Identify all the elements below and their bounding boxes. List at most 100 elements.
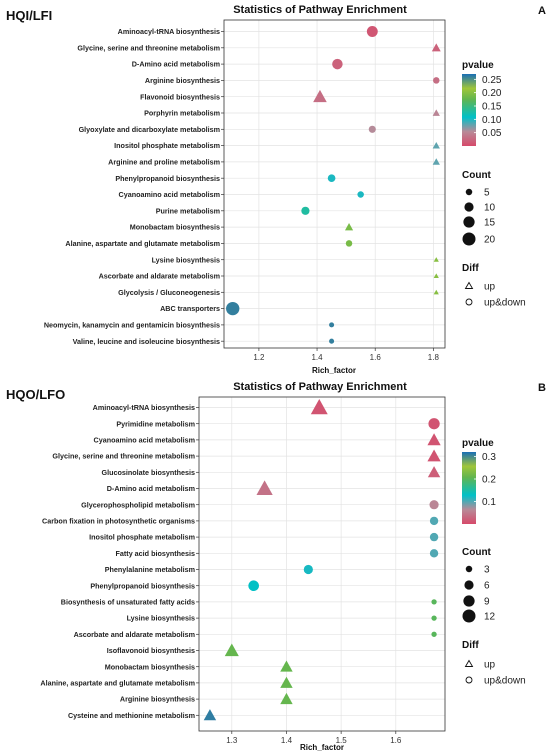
point-triangle [344,223,354,231]
legend-count-circle [464,580,474,590]
pathway-label: D-Amino acid metabolism [107,484,195,493]
legend-pvalue-tick: 0.1 [482,497,496,508]
pathway-label: Phenylpropanoid biosynthesis [115,174,220,183]
legend-count-circle [465,188,473,196]
legend-count-circle [463,595,475,607]
legend-count-label: 12 [484,612,496,623]
point-triangle [432,141,440,149]
legend-pvalue-tick: 0.3 [482,452,496,463]
legend-colorbar [462,74,476,146]
data-points [226,26,441,344]
point-triangle [313,89,327,103]
legend-pvalue-title: pvalue [462,438,494,449]
pathway-label: Lysine biosynthesis [127,614,195,623]
plot-area [199,397,445,731]
legend-circle-icon [465,298,473,306]
pathway-label: Arginine biosynthesis [145,76,220,85]
pathway-label: Glycine, serine and threonine metabolism [77,43,220,52]
pathway-label: Biosynthesis of unsaturated fatty acids [61,598,195,607]
legend-diff-label: up&down [484,676,526,687]
pathway-label: Arginine and proline metabolism [108,158,220,167]
legend-count-label: 6 [484,581,490,592]
point-triangle [427,466,441,478]
legend: pvalue 0.25 0.20 0.15 0.10 0.05 Count 5 10 15 20 Di… [462,60,526,309]
pathway-label: Arginine biosynthesis [120,695,195,704]
chart-title: Statistics of Pathway Enrichment [233,381,407,393]
pathway-label: Lysine biosynthesis [152,255,220,264]
panel-b: HQO/LFO Statistics of Pathway Enrichment… [6,381,546,752]
point-circle [366,26,378,37]
pathway-label: Inositol phosphate metabolism [114,141,220,150]
point-triangle [203,709,217,721]
x-tick-label: 1.2 [253,353,265,362]
pathway-labels: Aminoacyl-tRNA biosynthesis Pyrimidine me… [40,403,199,720]
x-tick-label: 1.6 [390,736,402,745]
legend-pvalue-tick: 0.20 [482,88,502,99]
point-circle [429,549,439,558]
pathway-label: Aminoacyl-tRNA biosynthesis [118,27,220,36]
chart-title: Statistics of Pathway Enrichment [233,4,407,16]
point-triangle [310,399,328,415]
legend-diff-title: Diff [462,263,479,274]
plot-border [223,19,446,349]
point-circle [431,615,437,621]
group-title: HQO/LFO [6,387,65,402]
legend-diff-label: up [484,282,496,293]
point-circle [226,301,240,316]
legend-diff-label: up&down [484,298,526,309]
pathway-label: Monobactam biosynthesis [130,223,220,232]
point-triangle [432,158,440,165]
legend-pvalue-tick: 0.25 [482,75,502,86]
legend-count-label: 5 [484,188,490,199]
point-triangle [280,660,293,672]
point-circle [327,174,336,183]
legend-count-circle [463,216,475,228]
legend-count-circle [465,565,473,573]
point-circle [433,77,440,84]
legend-pvalue-tick: 0.05 [482,128,502,139]
panel-a: HQI/LFI Statistics of Pathway Enrichment… [6,4,546,375]
data-points [203,399,441,721]
point-triangle [427,433,441,446]
legend-count-circle [462,609,476,623]
legend-pvalue-tick: 0.15 [482,102,502,113]
x-tick-label: 1.4 [281,736,293,745]
point-triangle [280,692,293,705]
legend-count-title: Count [462,547,492,558]
pathway-label: Neomycin, kanamycin and gentamicin biosy… [44,321,220,330]
legend-count-title: Count [462,170,492,181]
point-triangle [280,676,293,688]
pathway-labels: Aminoacyl-tRNA biosynthesis Glycine, seri… [44,27,224,346]
legend-pvalue-title: pvalue [462,60,494,71]
x-tick-label: 1.6 [370,353,382,362]
x-axis-ticks: 1.3 1.4 1.5 1.6 [226,731,402,745]
point-circle [329,322,335,328]
pathway-label: D-Amino acid metabolism [132,60,220,69]
point-circle [329,338,335,344]
point-triangle [427,449,441,462]
point-triangle [432,109,440,116]
pathway-label: Monobactam biosynthesis [105,662,195,671]
x-axis-label: Rich_factor [300,743,344,752]
pathway-label: Ascorbate and aldarate metabolism [99,272,220,281]
group-title: HQI/LFI [6,8,52,23]
legend-diff-label: up [484,660,496,671]
point-triangle [433,289,439,295]
legend-count-circle [464,202,474,212]
point-triangle [224,643,239,657]
legend-count-circle [462,232,476,246]
pathway-label: Aminoacyl-tRNA biosynthesis [93,403,195,412]
pathway-label: Isoflavonoid biosynthesis [107,646,195,655]
legend-count-label: 3 [484,565,490,576]
point-triangle [431,43,441,52]
pathway-label: Cyanoamino acid metabolism [94,436,195,445]
plot-area [224,20,445,348]
pathway-label: Cysteine and methionine metabolism [68,711,195,720]
point-circle [431,631,437,637]
pathway-label: Glucosinolate biosynthesis [102,468,195,477]
pathway-label: Purine metabolism [156,206,220,215]
x-tick-label: 1.4 [311,353,323,362]
x-tick-label: 1.3 [226,736,238,745]
pathway-label: Flavonoid biosynthesis [140,92,220,101]
